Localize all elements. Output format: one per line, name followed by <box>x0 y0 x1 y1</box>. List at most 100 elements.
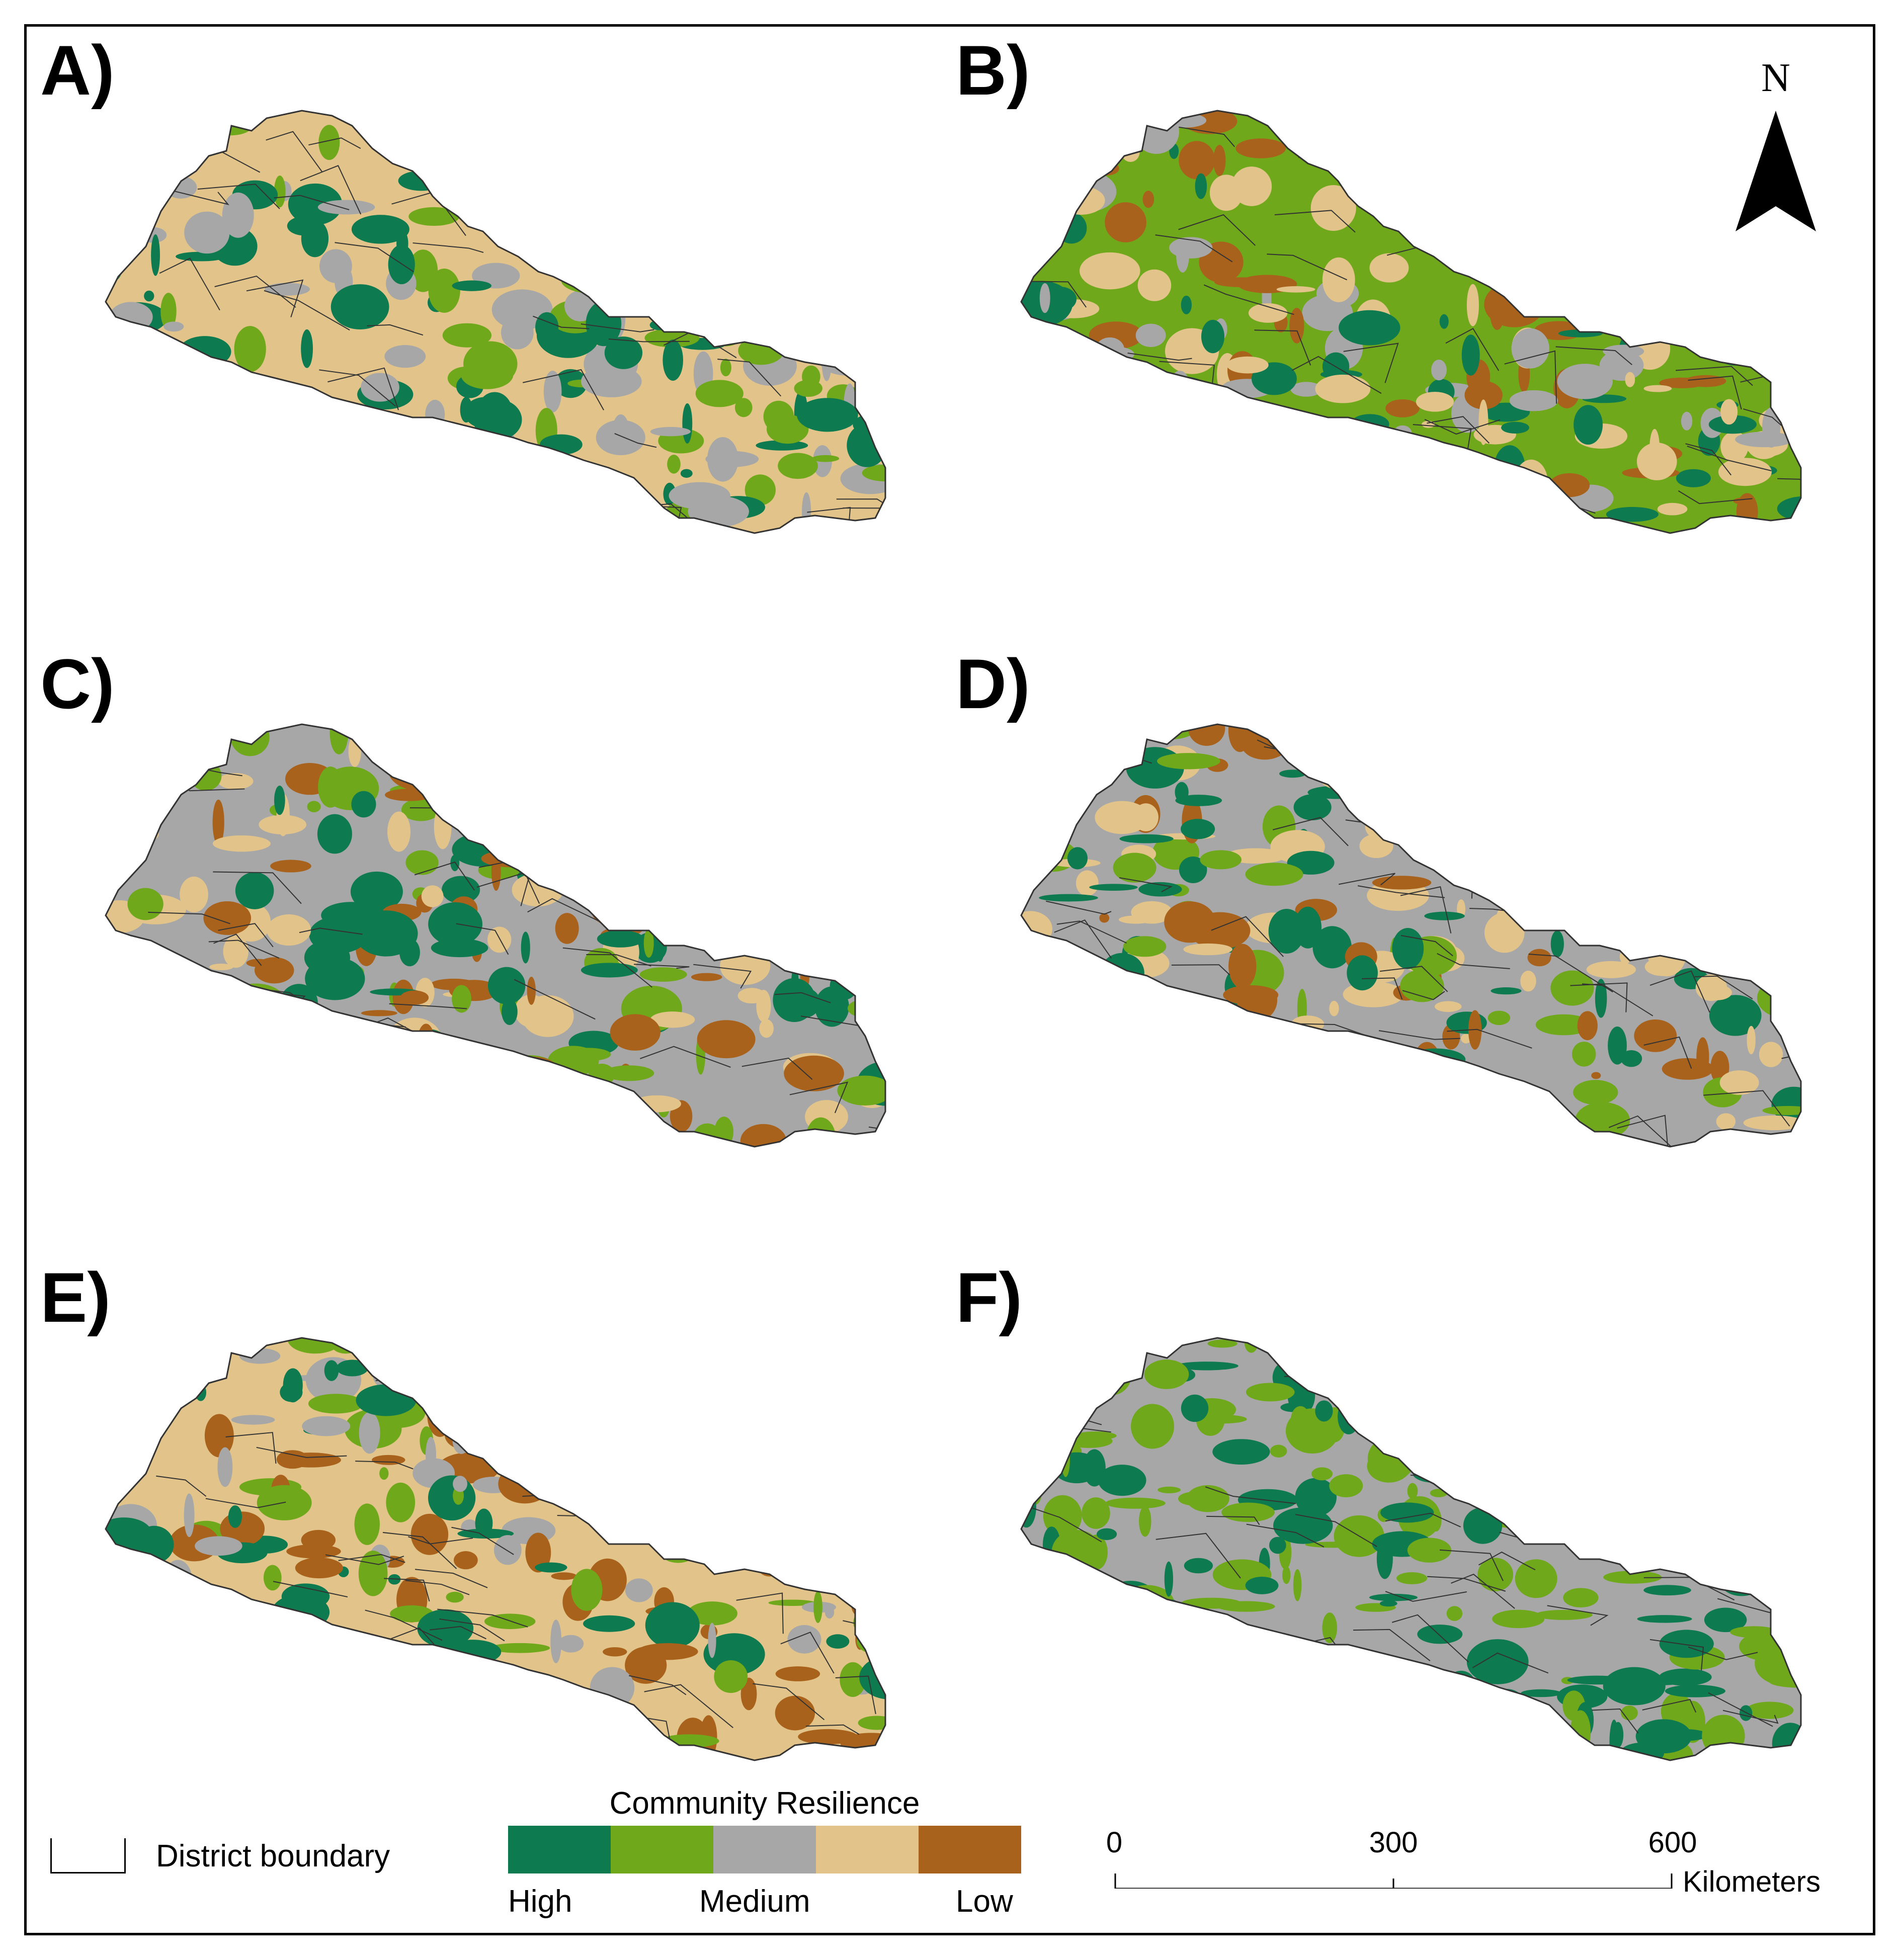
resilience-patch <box>1638 1397 1693 1407</box>
resilience-patch <box>1697 1404 1734 1428</box>
resilience-patch <box>384 724 394 740</box>
resilience-patch <box>1293 1569 1302 1601</box>
district-boundary <box>256 1446 347 1458</box>
resilience-patch <box>240 1086 277 1099</box>
resilience-patch <box>453 1476 467 1492</box>
resilience-patch <box>178 1638 231 1675</box>
resilience-patch <box>1387 1338 1447 1367</box>
resilience-patch <box>1039 283 1050 313</box>
resilience-patch <box>1027 1035 1063 1051</box>
resilience-patch <box>1283 111 1338 140</box>
district-boundary <box>1424 419 1501 435</box>
resilience-patch <box>1396 1355 1406 1365</box>
resilience-patch <box>810 963 846 971</box>
district-boundary <box>1715 1506 1780 1532</box>
resilience-patch <box>1076 870 1099 896</box>
resilience-patch <box>250 1663 307 1678</box>
resilience-patch <box>829 185 865 213</box>
resilience-patch <box>1041 1057 1073 1073</box>
resilience-patch <box>540 837 556 854</box>
resilience-patch <box>1739 1705 1753 1721</box>
resilience-patch <box>1021 1485 1036 1528</box>
resilience-patch <box>1691 889 1730 908</box>
resilience-patch <box>344 490 370 501</box>
country-fill <box>1021 111 1801 533</box>
resilience-patch <box>1055 1660 1114 1699</box>
district-boundary <box>805 160 868 173</box>
district-boundary <box>1504 350 1557 404</box>
resilience-patch <box>435 765 453 802</box>
resilience-patch <box>580 115 619 155</box>
panel-label-a: A) <box>40 31 115 110</box>
resilience-patch <box>366 1641 384 1663</box>
district-boundary <box>1714 1415 1780 1428</box>
panel-label-c: C) <box>40 644 115 723</box>
resilience-patch <box>1599 171 1647 183</box>
resilience-patch <box>573 505 632 513</box>
resilience-patch <box>583 247 608 257</box>
resilience-patch <box>1246 1383 1295 1402</box>
resilience-patch <box>184 738 206 750</box>
resilience-patch <box>848 1346 885 1376</box>
district-boundary <box>1528 954 1613 993</box>
resilience-patch <box>1466 284 1479 326</box>
resilience-patch <box>153 762 185 801</box>
resilience-patch <box>1113 1047 1150 1071</box>
district-boundary <box>782 1550 869 1585</box>
resilience-patch <box>1561 1124 1580 1144</box>
resilience-patch <box>561 267 622 294</box>
resilience-patch <box>106 165 137 181</box>
district-boundary <box>286 1706 369 1723</box>
resilience-patch <box>581 963 638 978</box>
resilience-patch <box>1350 414 1389 435</box>
district-boundary <box>1676 366 1753 386</box>
resilience-patch <box>850 135 863 178</box>
resilience-patch <box>133 1662 172 1695</box>
resilience-patch <box>1417 1625 1463 1644</box>
country-fill <box>106 111 885 533</box>
resilience-patch <box>1461 334 1480 376</box>
resilience-patch <box>493 1535 522 1565</box>
resilience-patch <box>791 966 799 1011</box>
district-boundary <box>751 1361 805 1375</box>
resilience-patch <box>1118 144 1129 155</box>
resilience-patch <box>1226 356 1269 374</box>
district-boundary <box>1623 1447 1683 1471</box>
resilience-patch <box>609 806 633 848</box>
resilience-patch <box>127 888 163 920</box>
resilience-patch <box>1782 1538 1801 1582</box>
resilience-patch <box>1095 455 1120 483</box>
resilience-patch <box>1329 1657 1350 1692</box>
district-boundary <box>1189 455 1254 509</box>
resilience-patch <box>660 283 686 315</box>
resilience-patch <box>1482 1487 1530 1499</box>
resilience-patch <box>130 941 153 978</box>
resilience-patch <box>635 241 680 281</box>
resilience-patch <box>502 998 518 1025</box>
district-boundary <box>836 498 885 529</box>
resilience-patch <box>692 1471 713 1489</box>
resilience-patch <box>639 139 658 165</box>
resilience-patch <box>489 1463 538 1471</box>
resilience-patch <box>1379 1600 1397 1607</box>
resilience-patch <box>444 1732 461 1751</box>
resilience-patch <box>1279 770 1306 778</box>
resilience-patch <box>1131 1100 1148 1138</box>
resilience-patch <box>421 885 444 907</box>
resilience-patch <box>1429 138 1465 173</box>
resilience-patch <box>402 1743 463 1751</box>
resilience-patch <box>663 339 684 381</box>
resilience-patch <box>1207 458 1224 483</box>
resilience-patch <box>796 136 842 153</box>
panel-label-f: F) <box>956 1258 1023 1337</box>
district-boundary <box>451 1526 514 1555</box>
resilience-patch <box>803 182 815 204</box>
resilience-patch <box>1175 1361 1238 1371</box>
resilience-patch <box>1147 1092 1185 1113</box>
resilience-patch <box>468 1419 519 1456</box>
resilience-patch <box>829 1351 863 1391</box>
resilience-patch <box>847 1381 862 1393</box>
resilience-patch <box>1636 443 1677 480</box>
resilience-patch <box>509 140 566 180</box>
resilience-patch <box>667 455 681 474</box>
